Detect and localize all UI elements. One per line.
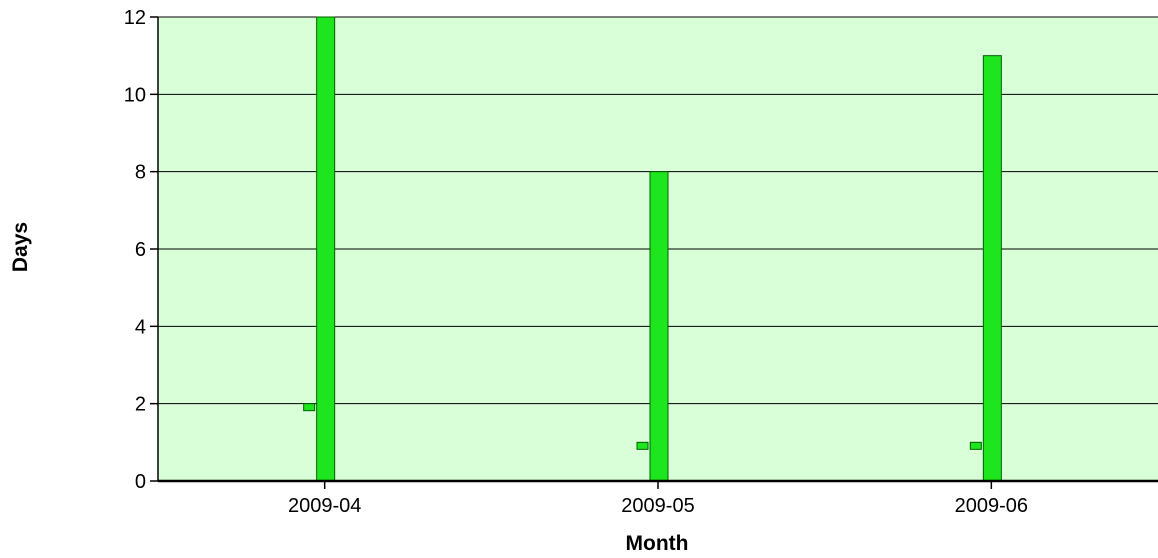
bar-small-2009-06	[969, 441, 982, 450]
axes	[150, 16, 1158, 489]
y-tick-label: 12	[124, 7, 146, 29]
x-axis-title: Month	[626, 532, 689, 555]
y-tick-label: 8	[135, 162, 146, 184]
y-axis-title: Days	[9, 222, 32, 272]
y-tick-label: 0	[135, 471, 146, 493]
y-tick-label: 10	[124, 84, 146, 106]
bar-main-2009-06	[982, 55, 1002, 482]
bars	[303, 16, 1002, 482]
bar-main-2009-05	[649, 171, 669, 482]
bar-main-2009-04	[316, 16, 336, 482]
x-tick-label: 2009-04	[288, 495, 361, 517]
bar-small-2009-04	[303, 403, 316, 412]
x-tick-label: 2009-06	[955, 495, 1028, 517]
y-tick-label: 6	[135, 239, 146, 261]
bar-small-2009-05	[636, 441, 649, 450]
x-tick-label: 2009-05	[621, 495, 694, 517]
y-tick-labels: 0 2 4 6 8 10 12	[124, 7, 146, 493]
x-tick-labels: 2009-04 2009-05 2009-06	[288, 495, 1028, 517]
y-tick-label: 4	[135, 316, 146, 338]
y-tick-label: 2	[135, 394, 146, 416]
